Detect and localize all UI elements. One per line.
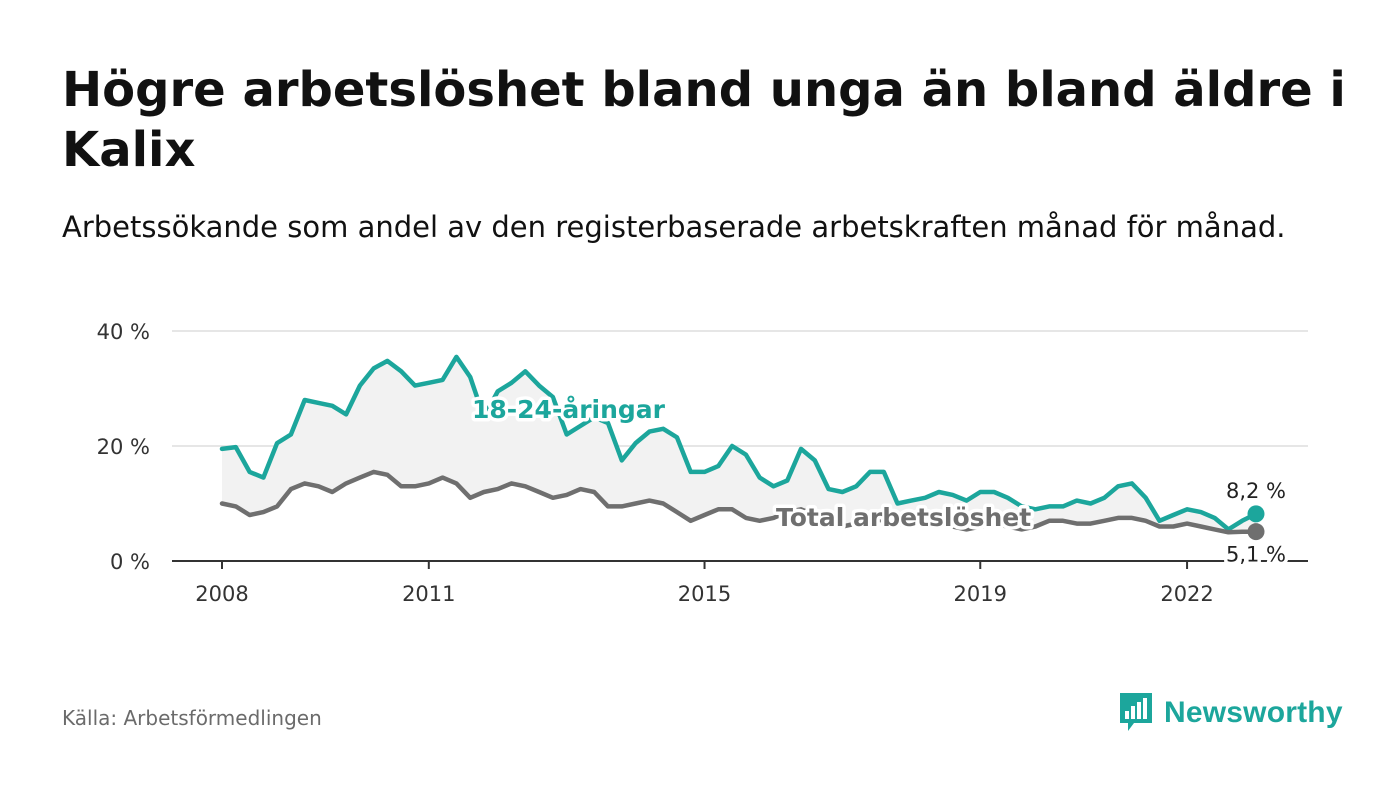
chart-title: Högre arbetslöshet bland unga än bland ä…	[62, 62, 1346, 178]
gap-band	[222, 356, 1256, 533]
series-lines	[219, 354, 1265, 541]
total-end-value-halo: 5,1 %	[1226, 543, 1286, 567]
x-tick-label: 2011	[402, 582, 455, 606]
youth-line	[219, 354, 1259, 532]
y-tick-label: 20 %	[97, 435, 150, 459]
source-note: Källa: Arbetsförmedlingen	[62, 706, 322, 730]
chart-subtitle: Arbetssökande som andel av den registerb…	[62, 210, 1286, 244]
y-tick-label: 0 %	[110, 550, 150, 574]
total-line-end-point	[1247, 523, 1265, 541]
axis-ticks: 0 % 20 % 40 % 2008 2011 2015 2019 2022	[97, 320, 1214, 606]
newsworthy-icon	[1120, 693, 1152, 731]
y-tick-label: 40 %	[97, 320, 150, 344]
total-series-label-halo: Total arbetslöshet	[776, 503, 1031, 532]
youth-series-label-halo: 18-24-åringar	[472, 395, 666, 424]
youth-series-label: 18-24-åringar	[472, 395, 666, 424]
youth-end-value-halo: 8,2 %	[1226, 479, 1286, 503]
total-series-label: Total arbetslöshet	[776, 503, 1031, 532]
brand-name: Newsworthy	[1164, 696, 1343, 729]
brand-logo[interactable]: Newsworthy	[1118, 690, 1343, 736]
total-line	[219, 469, 1259, 535]
youth-end-value: 8,2 %	[1226, 479, 1286, 503]
x-tick-label: 2019	[954, 582, 1007, 606]
youth-line-end-point	[1247, 505, 1265, 523]
x-tick-label: 2022	[1160, 582, 1213, 606]
x-tick-label: 2015	[678, 582, 731, 606]
x-tick-label: 2008	[195, 582, 248, 606]
total-end-value: 5,1 %	[1226, 543, 1286, 567]
